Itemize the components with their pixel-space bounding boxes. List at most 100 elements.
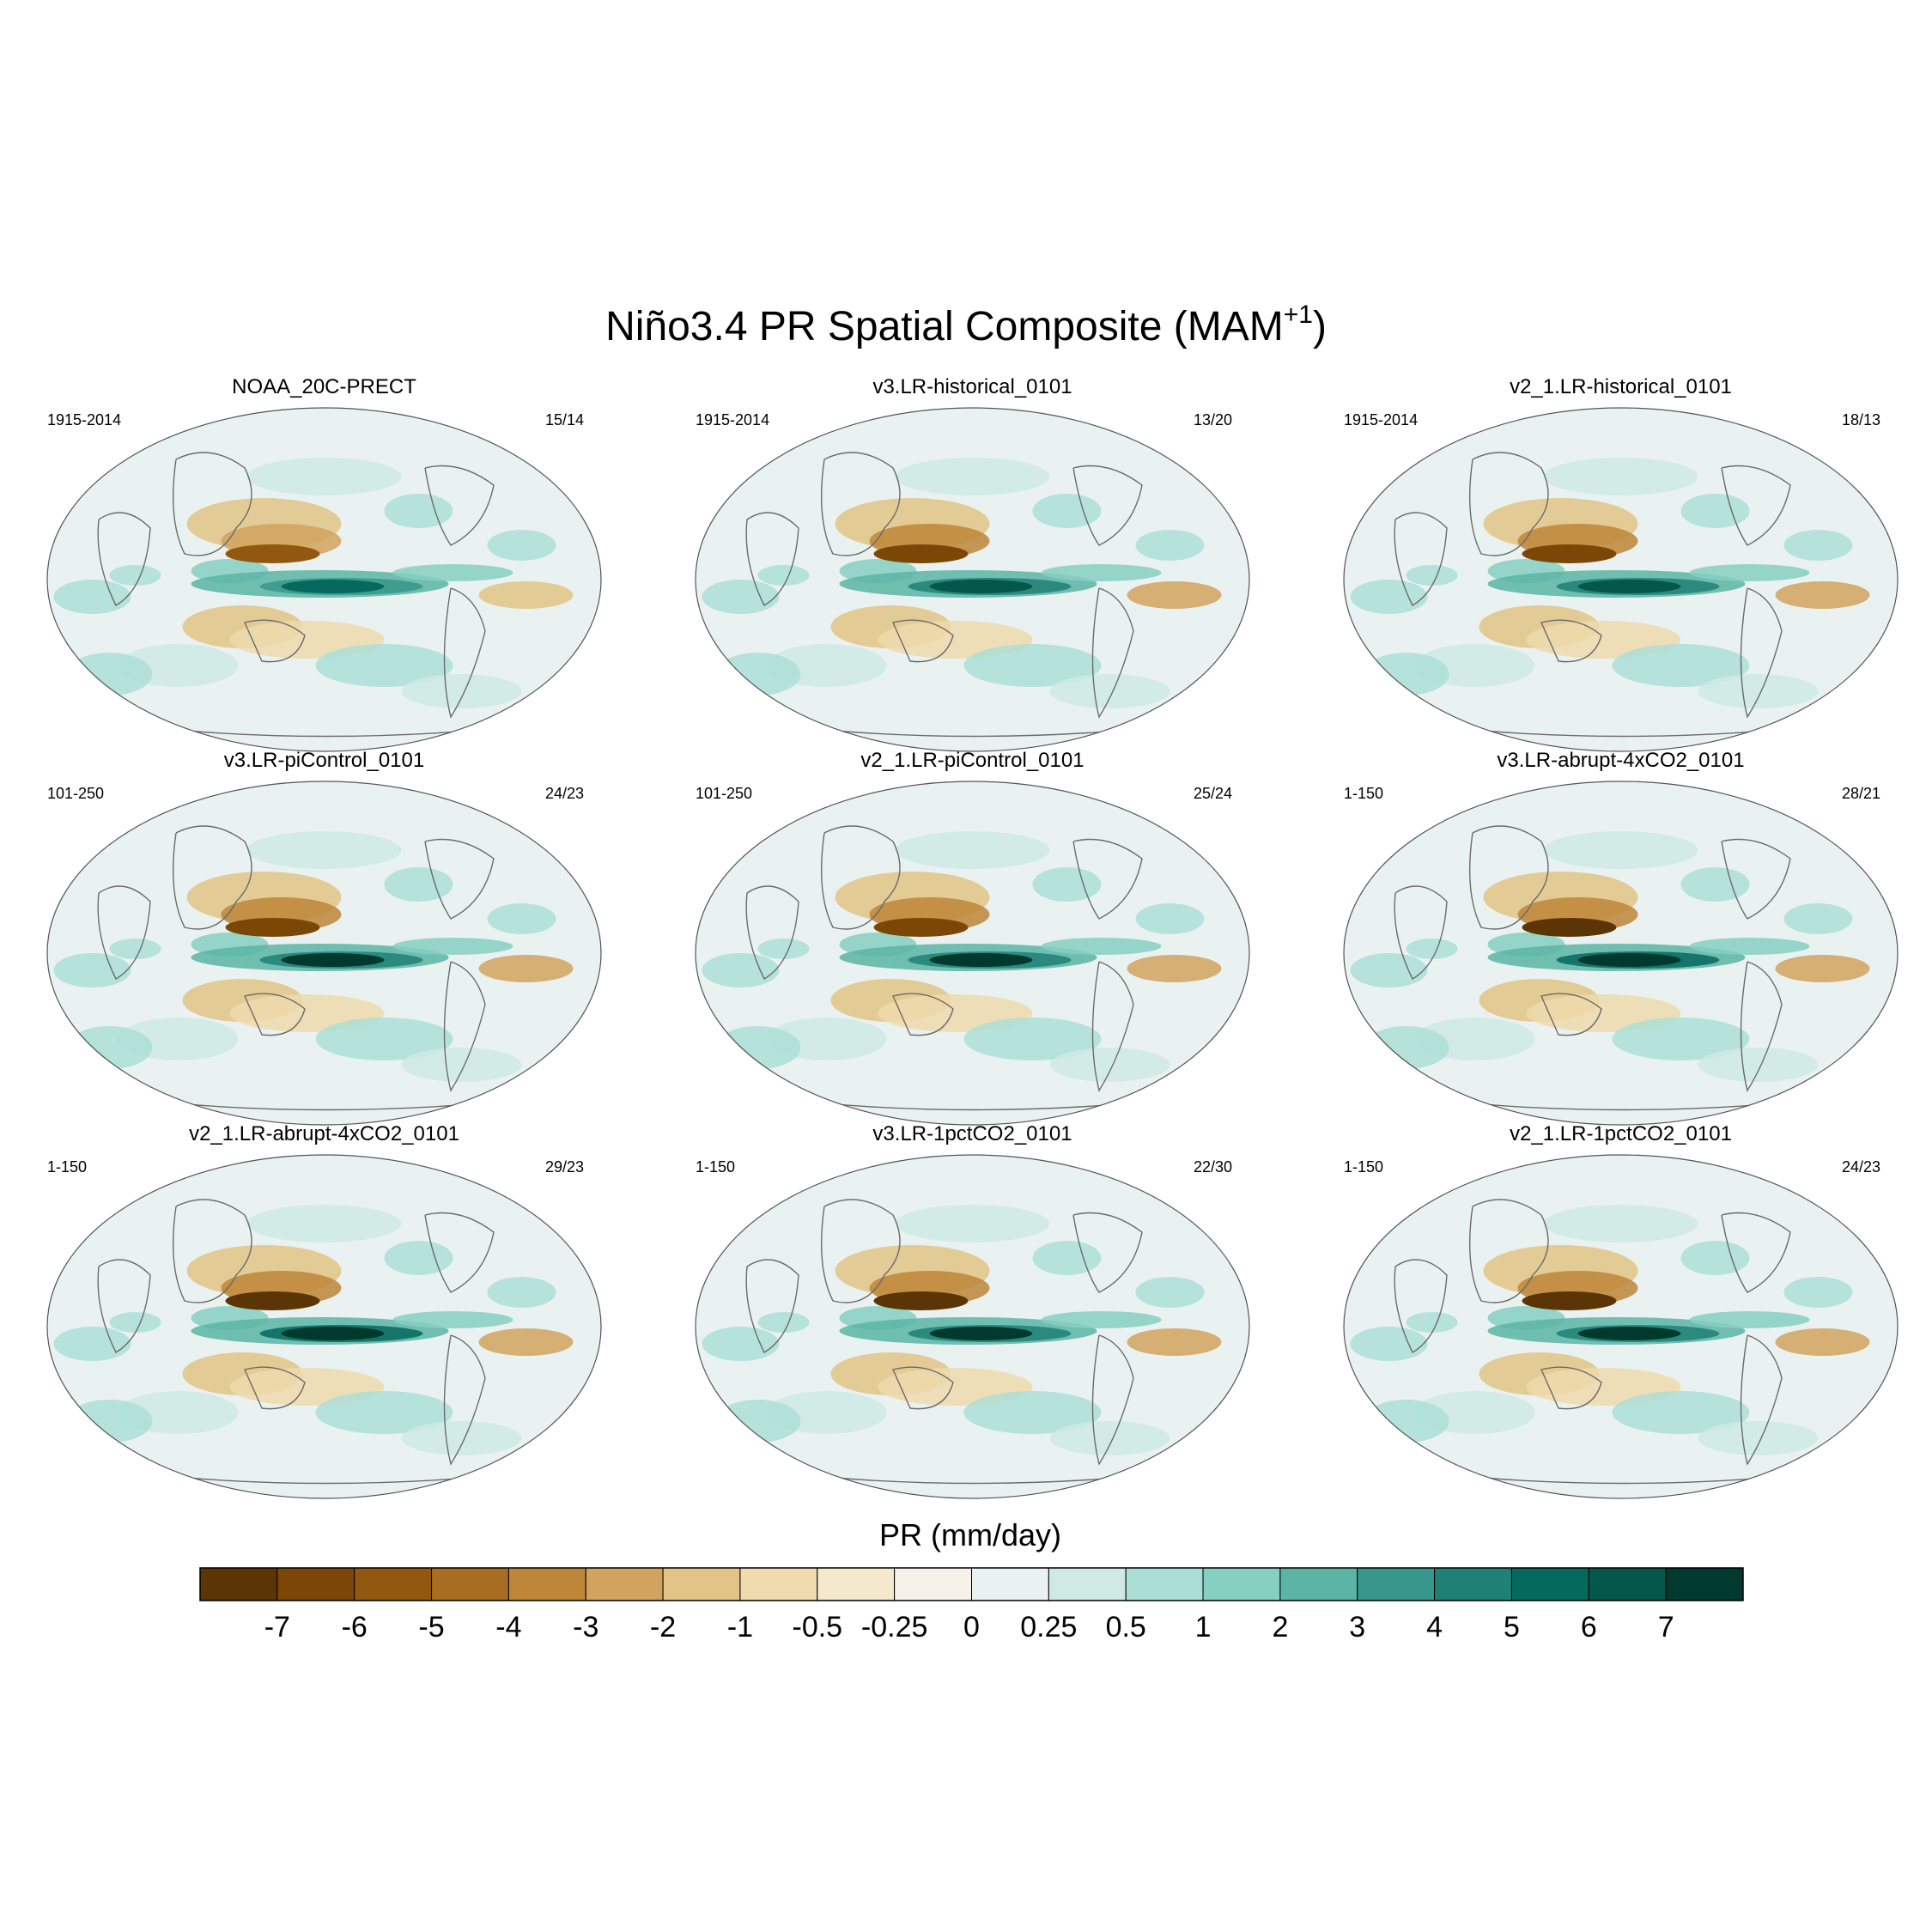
anomaly-blob bbox=[1775, 955, 1870, 982]
panel-years: 1-150 bbox=[47, 1158, 87, 1176]
anomaly-blob bbox=[401, 1421, 522, 1455]
anomaly-blob bbox=[1041, 1311, 1162, 1328]
anomaly-blob bbox=[714, 1400, 801, 1443]
anomaly-blob bbox=[66, 653, 153, 696]
panel-title: v2_1.LR-historical_0101 bbox=[1510, 375, 1732, 398]
anomaly-blob bbox=[1698, 674, 1819, 708]
anomaly-core-dry bbox=[225, 918, 320, 937]
anomaly-blob bbox=[1363, 1400, 1449, 1443]
anomaly-blob bbox=[1406, 565, 1458, 586]
panel-title: v2_1.LR-1pctCO2_0101 bbox=[1510, 1122, 1732, 1145]
anomaly-blob bbox=[1698, 1048, 1819, 1082]
anomaly-blob bbox=[895, 1205, 1050, 1242]
anomaly-blob bbox=[315, 1391, 453, 1434]
coastline bbox=[443, 961, 486, 1092]
anomaly-field bbox=[53, 1205, 574, 1455]
anomaly-blob bbox=[487, 903, 556, 934]
colorbar-swatch bbox=[431, 1567, 509, 1601]
anomaly-core-dry bbox=[1522, 1291, 1617, 1310]
coastline bbox=[443, 587, 486, 719]
anomaly-core-dry bbox=[873, 918, 969, 937]
panel-counts: 13/20 bbox=[1194, 411, 1232, 428]
coastline bbox=[1721, 465, 1791, 546]
anomaly-blob bbox=[66, 1026, 153, 1069]
coastline bbox=[424, 465, 495, 546]
anomaly-blob bbox=[53, 580, 131, 614]
anomaly-blob bbox=[702, 580, 780, 614]
coastline bbox=[1091, 961, 1134, 1092]
coastline bbox=[1072, 838, 1143, 920]
anomaly-blob bbox=[246, 458, 402, 495]
colorbar-tick-label: 0.5 bbox=[1106, 1611, 1146, 1643]
anomaly-blob bbox=[66, 1400, 153, 1443]
map-panel: v3.LR-historical_0101 1915-2014 13/20 bbox=[695, 375, 1250, 752]
coastline bbox=[745, 1259, 799, 1353]
panel-years: 101-250 bbox=[696, 785, 752, 802]
anomaly-blob bbox=[1612, 644, 1750, 687]
anomaly-core bbox=[1577, 580, 1681, 593]
anomaly-blob bbox=[1775, 581, 1870, 609]
colorbar-tick-label: 7 bbox=[1658, 1611, 1674, 1643]
coastline bbox=[97, 885, 151, 980]
anomaly-blob bbox=[487, 530, 556, 561]
anomaly-blob bbox=[487, 1277, 556, 1308]
anomaly-blob bbox=[1689, 938, 1810, 955]
figure-title: Niño3.4 PR Spatial Composite (MAM+1) bbox=[605, 301, 1327, 349]
colorbar-label: PR (mm/day) bbox=[879, 1517, 1061, 1552]
coastline bbox=[1091, 1334, 1134, 1466]
figure-title-close: ) bbox=[1313, 304, 1327, 349]
colorbar-swatch bbox=[1202, 1567, 1281, 1601]
anomaly-blob bbox=[1543, 1205, 1698, 1242]
map-panel: v3.LR-1pctCO2_0101 1-150 22/30 bbox=[695, 1122, 1250, 1499]
coastline bbox=[1072, 1212, 1143, 1293]
anomaly-core bbox=[929, 953, 1033, 967]
panel-years: 1-150 bbox=[1344, 785, 1383, 802]
anomaly-blob bbox=[714, 1026, 801, 1069]
anomaly-field bbox=[1350, 831, 1870, 1082]
anomaly-blob bbox=[1041, 938, 1162, 955]
anomaly-field bbox=[53, 831, 574, 1082]
colorbar-swatch bbox=[1588, 1567, 1667, 1601]
coastline bbox=[1540, 619, 1602, 663]
anomaly-blob bbox=[1406, 939, 1458, 959]
map-border bbox=[695, 781, 1250, 1126]
panel-years: 1915-2014 bbox=[1344, 411, 1418, 428]
colorbar-swatch bbox=[1665, 1567, 1744, 1601]
coastline bbox=[244, 993, 306, 1036]
coastline bbox=[745, 885, 799, 980]
map-border bbox=[46, 781, 602, 1126]
anomaly-blob bbox=[1775, 1328, 1870, 1356]
panel-years: 1-150 bbox=[696, 1158, 735, 1176]
anomaly-blob bbox=[246, 1205, 402, 1242]
anomaly-blob bbox=[1350, 580, 1428, 614]
anomaly-blob bbox=[1135, 903, 1205, 934]
map-border bbox=[695, 1154, 1250, 1499]
coastline bbox=[892, 993, 954, 1036]
coastline bbox=[820, 825, 901, 930]
panel-title: v3.LR-1pctCO2_0101 bbox=[872, 1122, 1072, 1145]
panel-years: 1915-2014 bbox=[47, 411, 121, 428]
anomaly-blob bbox=[1049, 1048, 1170, 1082]
anomaly-blob bbox=[315, 1018, 453, 1060]
coastline bbox=[1540, 993, 1602, 1036]
anomaly-blob bbox=[384, 867, 453, 902]
colorbar-swatch bbox=[739, 1567, 818, 1601]
anomaly-blob bbox=[401, 674, 522, 708]
anomaly-blob bbox=[1543, 458, 1698, 495]
colorbar-swatch bbox=[1357, 1567, 1436, 1601]
colorbar-tick-label: -3 bbox=[573, 1611, 598, 1643]
anomaly-blob bbox=[1049, 1421, 1170, 1455]
map-border bbox=[1343, 1154, 1899, 1499]
panel-years: 1-150 bbox=[1344, 1158, 1383, 1176]
anomaly-blob bbox=[895, 458, 1050, 495]
coastline bbox=[1721, 838, 1791, 920]
anomaly-blob bbox=[1680, 1241, 1750, 1275]
anomaly-blob bbox=[714, 653, 801, 696]
coastline bbox=[1740, 587, 1783, 719]
panel-title: v2_1.LR-piControl_0101 bbox=[860, 749, 1084, 772]
anomaly-blob bbox=[1406, 1312, 1458, 1333]
anomaly-blob bbox=[1698, 1421, 1819, 1455]
panel-counts: 18/13 bbox=[1842, 411, 1880, 428]
colorbar-swatch bbox=[817, 1567, 896, 1601]
coastline bbox=[424, 838, 495, 920]
